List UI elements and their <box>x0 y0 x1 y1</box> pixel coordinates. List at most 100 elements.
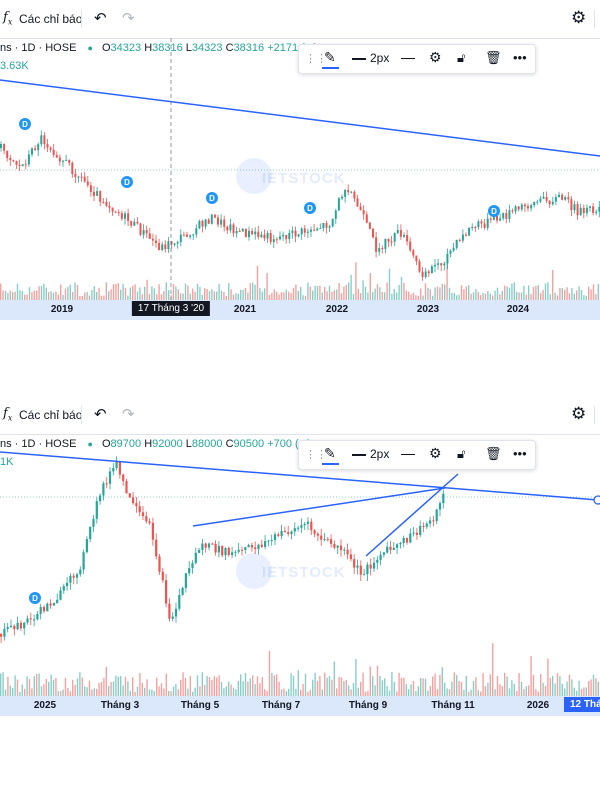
volume-bar <box>432 676 434 696</box>
redo-icon[interactable]: ↷ <box>122 406 135 423</box>
symbol-label[interactable]: ns · 1D · HOSE <box>0 438 77 450</box>
candle-body <box>108 471 112 484</box>
pencil-icon[interactable]: ✎ <box>324 445 336 461</box>
volume-bar <box>249 678 251 696</box>
volume-bar <box>19 290 21 300</box>
volume-bar <box>343 286 345 300</box>
volume-bar <box>372 292 374 300</box>
candle-body <box>176 242 179 244</box>
volume-bar <box>254 684 256 696</box>
candle-body <box>52 603 55 606</box>
symbol-label[interactable]: ns · 1D · HOSE <box>0 42 77 54</box>
trend-line-handle <box>593 495 600 505</box>
volume-legend: 3.63K <box>0 60 29 72</box>
candle-body <box>158 556 161 572</box>
undo-icon[interactable]: ↶ <box>94 10 107 27</box>
volume-bar <box>165 282 167 300</box>
line-style-icon[interactable] <box>352 454 366 456</box>
gear-icon[interactable]: ⚙ <box>429 49 442 65</box>
candle-body <box>508 210 511 219</box>
volume-bar <box>540 293 542 300</box>
candle-body <box>128 493 131 498</box>
volume-bar <box>237 293 239 300</box>
candle-body <box>223 219 226 227</box>
price-chart[interactable]: D D D D D <box>0 38 600 300</box>
volume-bar <box>554 292 556 300</box>
volume-bar <box>535 285 537 300</box>
volume-bar <box>134 691 136 696</box>
volume-bar <box>127 295 129 300</box>
volume-bar <box>84 686 86 696</box>
candle-body <box>424 271 427 277</box>
candle-body <box>387 238 390 242</box>
volume-bar <box>213 676 215 696</box>
dash-style-icon[interactable] <box>401 454 415 455</box>
volume-bar <box>168 290 170 300</box>
candle-body <box>499 218 502 221</box>
volume-bar <box>26 294 28 300</box>
pencil-icon[interactable]: ✎ <box>324 49 336 65</box>
indicators-button[interactable]: Các chỉ báo <box>19 408 83 422</box>
volume-bar <box>105 282 107 300</box>
volume-bar <box>357 288 359 300</box>
lock-icon[interactable]: 🔓︎ <box>457 50 466 65</box>
indicators-button[interactable]: Các chỉ báo <box>19 12 83 26</box>
trash-icon[interactable]: 🗑︎ <box>485 50 502 65</box>
line-width-button[interactable]: 2px <box>370 447 390 461</box>
candle-body <box>184 573 187 588</box>
volume-bar <box>465 675 467 696</box>
trash-icon[interactable]: 🗑︎ <box>485 446 502 461</box>
volume-bar <box>24 294 26 300</box>
volume-bar <box>206 676 208 696</box>
gear-icon[interactable]: ⚙ <box>571 404 587 423</box>
more-icon[interactable]: ••• <box>513 50 527 65</box>
chart-panel-top[interactable]: fx Các chỉ báo ↶ ↷ ⚙ ns · 1D · HOSE ● O3… <box>0 0 600 322</box>
candle-body <box>390 241 393 243</box>
undo-icon[interactable]: ↶ <box>94 406 107 423</box>
gear-icon[interactable]: ⚙ <box>429 445 442 461</box>
fx-icon[interactable]: fx <box>3 406 13 423</box>
lock-icon[interactable]: 🔓︎ <box>457 446 466 461</box>
candle-body <box>480 221 483 224</box>
line-style-icon[interactable] <box>352 58 366 60</box>
volume-bar <box>302 684 304 696</box>
volume-bar <box>72 679 74 696</box>
candle-body <box>320 535 323 540</box>
candle-body <box>285 235 288 240</box>
candle-body <box>425 523 428 527</box>
grip-icon[interactable]: ⋮⋮ <box>305 53 327 65</box>
volume-bar <box>583 295 585 300</box>
volume-bar <box>81 295 83 300</box>
ohlc-open: O34323 <box>101 42 142 54</box>
dash-style-icon[interactable] <box>401 58 415 59</box>
volume-bar <box>211 289 213 300</box>
volume-bar <box>21 291 23 300</box>
volume-bar <box>172 686 175 696</box>
line-width-button[interactable]: 2px <box>370 51 390 65</box>
candle-body <box>325 223 328 228</box>
color-swatch <box>322 463 339 465</box>
price-chart[interactable]: D <box>0 434 600 696</box>
gear-icon[interactable]: ⚙ <box>571 8 587 27</box>
volume-bar <box>583 687 585 696</box>
candle-body <box>27 154 30 165</box>
volume-bar <box>345 679 347 696</box>
volume-bar <box>472 292 475 300</box>
candle-body <box>379 554 382 560</box>
more-icon[interactable]: ••• <box>513 446 527 461</box>
volume-bar <box>396 292 398 300</box>
time-axis[interactable]: 2025 Tháng 3 Tháng 5 Tháng 7 Tháng 9 Thá… <box>0 696 600 716</box>
candle-body <box>435 509 438 521</box>
volume-bar <box>571 288 573 300</box>
trend-line <box>192 487 446 527</box>
time-axis[interactable]: 2019 17 Tháng 3 '20 2021 2022 2023 2024 <box>0 300 600 320</box>
volume-bar <box>472 681 475 696</box>
candle-body <box>198 550 201 553</box>
grip-icon[interactable]: ⋮⋮ <box>305 449 327 461</box>
fx-icon[interactable]: fx <box>3 10 13 27</box>
candle-body <box>339 545 343 551</box>
chart-panel-bottom[interactable]: fx Các chỉ báo ↶ ↷ ⚙ ns · 1D · HOSE ● O8… <box>0 396 600 716</box>
volume-bar <box>544 283 547 300</box>
redo-icon[interactable]: ↷ <box>122 10 135 27</box>
volume-bar <box>31 292 33 300</box>
